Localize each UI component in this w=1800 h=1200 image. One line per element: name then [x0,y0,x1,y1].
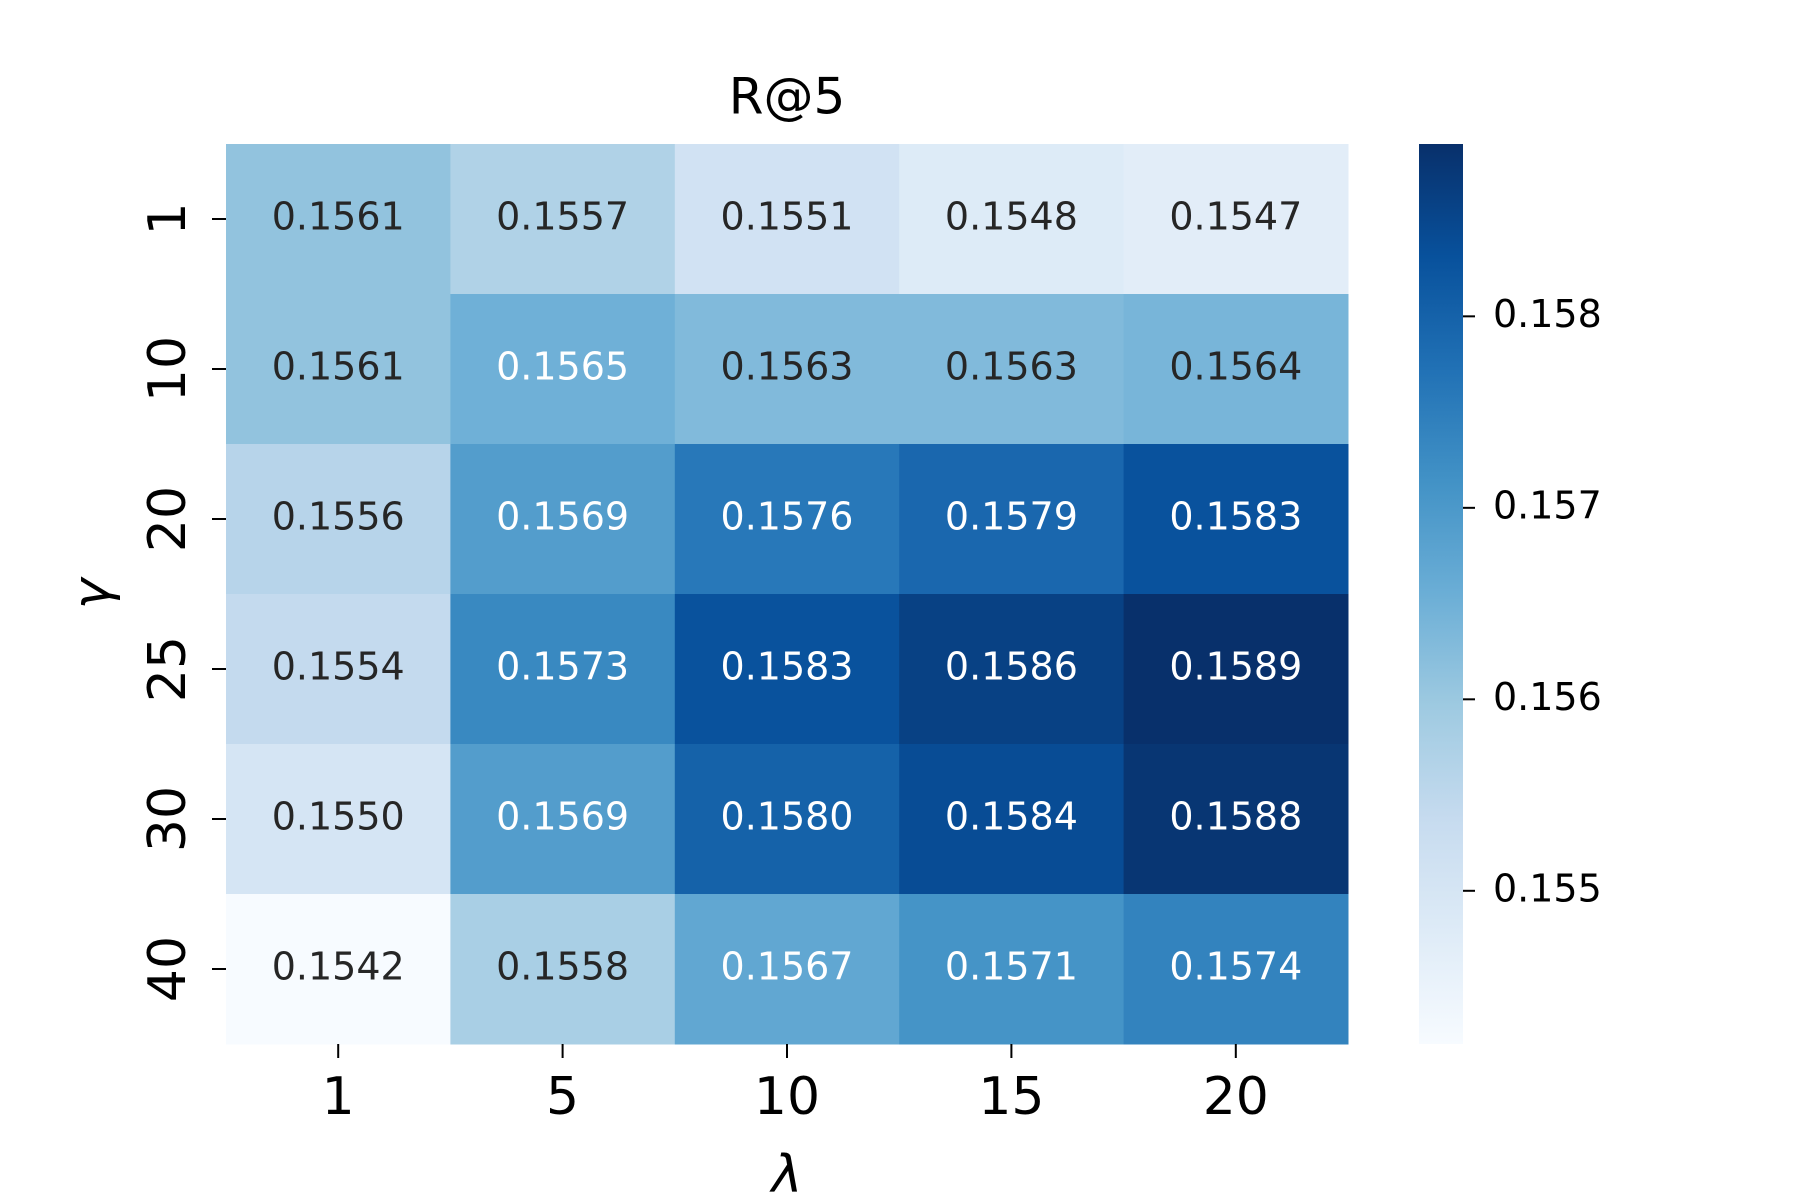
cell-value-label: 0.1569 [496,795,629,839]
heatmap-cell [450,294,676,445]
colorbar-tick-label: 0.157 [1493,483,1602,527]
colorbar-tick-label: 0.155 [1493,866,1602,910]
y-tick-label: 20 [138,486,198,552]
heatmap-cell [899,744,1125,895]
cell-value-label: 0.1554 [272,645,405,689]
cell-value-label: 0.1569 [496,495,629,539]
heatmap-cell [226,444,451,595]
heatmap-cell [226,894,451,1045]
heatmap-cell [450,894,676,1045]
colorbar-tick-label: 0.158 [1493,292,1602,336]
cell-value-label: 0.1580 [721,795,854,839]
y-tick-label: 30 [138,786,198,852]
heatmap-cell [1123,744,1349,895]
cell-value-label: 0.1576 [721,495,854,539]
cell-value-label: 0.1542 [272,945,405,989]
heatmap-cell [450,144,676,295]
heatmap-cell [899,144,1125,295]
x-tick-label: 20 [1203,1067,1269,1127]
heatmap-cell [226,594,451,745]
cell-value-label: 0.1564 [1169,345,1302,389]
x-tick-label: 5 [546,1067,579,1127]
cell-value-label: 0.1547 [1169,195,1302,239]
colorbar [1419,144,1463,1044]
colorbar-tick-label: 0.156 [1493,675,1602,719]
cell-value-label: 0.1557 [496,195,629,239]
x-tick-label: 10 [754,1067,820,1127]
cell-value-label: 0.1579 [945,495,1078,539]
heatmap-cell [1123,894,1349,1045]
heatmap-cell [1123,294,1349,445]
cell-value-label: 0.1548 [945,195,1078,239]
y-tick-label: 10 [138,336,198,402]
x-tick-label: 15 [978,1067,1044,1127]
x-tick-label: 1 [322,1067,355,1127]
cell-value-label: 0.1556 [272,495,405,539]
cell-value-label: 0.1565 [496,345,629,389]
heatmap-cell [674,294,900,445]
x-axis-label: λ [769,1145,803,1200]
heatmap-cell [226,744,451,895]
heatmap-cell [899,444,1125,595]
chart-title: R@5 [729,68,846,126]
heatmap-cell [899,594,1125,745]
heatmap-cell [1123,444,1349,595]
heatmap-cell [674,744,900,895]
cell-value-label: 0.1584 [945,795,1078,839]
cell-value-label: 0.1583 [1169,495,1302,539]
y-tick-label: 1 [138,202,198,235]
cell-value-label: 0.1550 [272,795,405,839]
cell-value-label: 0.1589 [1169,645,1302,689]
heatmap-cell [226,144,451,295]
heatmap-cell [450,444,676,595]
cell-value-label: 0.1567 [721,945,854,989]
heatmap-cell [674,144,900,295]
cell-value-label: 0.1583 [721,645,854,689]
cell-value-label: 0.1586 [945,645,1078,689]
heatmap-cell [899,894,1125,1045]
heatmap-cell [674,894,900,1045]
heatmap-cell [674,444,900,595]
heatmap-cell [226,294,451,445]
cell-value-label: 0.1573 [496,645,629,689]
cell-value-label: 0.1561 [272,195,405,239]
heatmap-cell [1123,144,1349,295]
y-tick-label: 40 [138,936,198,1002]
cell-value-label: 0.1561 [272,345,405,389]
cell-value-label: 0.1563 [945,345,1078,389]
cell-value-label: 0.1571 [945,945,1078,989]
y-tick-label: 25 [138,636,198,702]
heatmap-cell [450,594,676,745]
cell-value-label: 0.1588 [1169,795,1302,839]
heatmap-cell [899,294,1125,445]
cell-value-label: 0.1563 [721,345,854,389]
cell-value-label: 0.1558 [496,945,629,989]
heatmap-cell [674,594,900,745]
heatmap-cell [450,744,676,895]
cell-value-label: 0.1574 [1169,945,1302,989]
heatmap-cell [1123,594,1349,745]
y-axis-label: γ [62,575,122,609]
cell-value-label: 0.1551 [721,195,854,239]
